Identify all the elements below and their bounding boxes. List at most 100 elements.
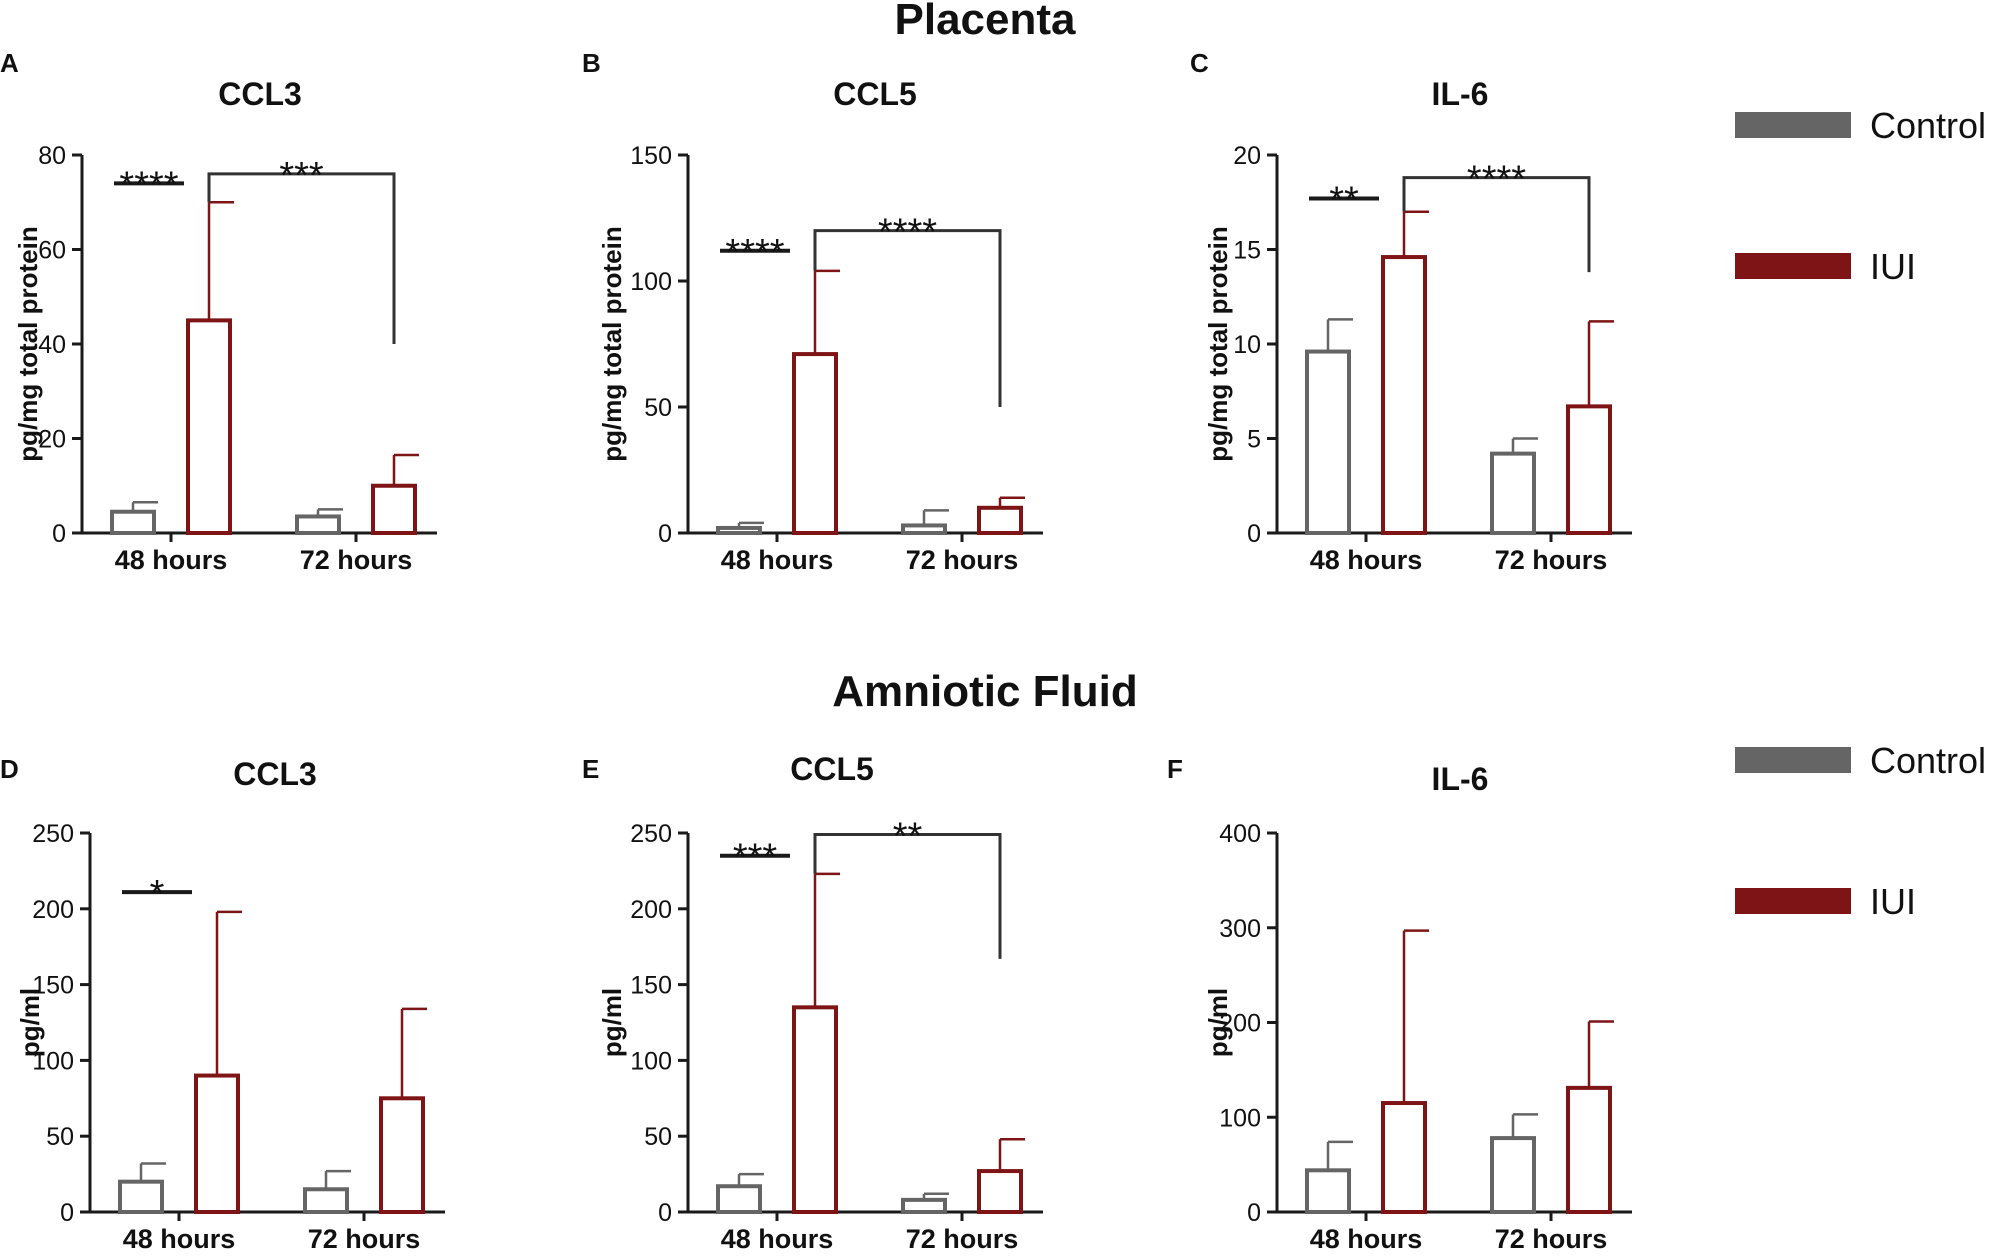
significance-stars: **: [1329, 179, 1359, 221]
y-tick-label: 5: [1247, 426, 1261, 454]
y-tick-label: 100: [1219, 1104, 1261, 1132]
x-tick-label: 48 hours: [123, 1224, 236, 1254]
y-axis-label: pg/mg total protein: [1203, 226, 1233, 461]
significance-stars: *: [150, 873, 165, 915]
significance-bracket: [813, 229, 1002, 407]
bar-iui: [194, 1073, 240, 1215]
panel-d: D CCL3 pg/ml 0 50 100 150 200 250 48 hours 72 hour…: [0, 754, 445, 1254]
panel-letter: B: [582, 48, 601, 78]
significance-stars: **: [893, 816, 923, 858]
y-tick-label: 250: [32, 820, 74, 848]
legend-label-iui: IUI: [1870, 881, 1916, 922]
chart-title: CCL5: [790, 751, 874, 787]
legends: Control IUI Control IUI: [1735, 105, 1986, 922]
bar-iui: [1566, 404, 1612, 535]
x-tick-label: 48 hours: [1310, 545, 1423, 575]
bar-control: [1490, 451, 1536, 535]
y-tick-label: 20: [38, 426, 66, 454]
bar-control: [716, 525, 762, 536]
y-tick-label: 20: [1233, 142, 1261, 170]
y-tick-label: 0: [1247, 520, 1261, 548]
y-tick-label: 150: [630, 142, 672, 170]
bar-iui: [1381, 1101, 1427, 1214]
panel-f: F IL-6 pg/ml 0 100 200 300 400 48 hours 72 hours: [1167, 754, 1632, 1254]
x-tick-label: 72 hours: [308, 1224, 421, 1254]
legend-swatch-control: [1735, 747, 1851, 773]
significance-bracket: [1402, 176, 1591, 273]
significance-stars: ****: [725, 232, 784, 274]
chart-title: IL-6: [1432, 761, 1489, 797]
x-tick-label: 48 hours: [1310, 1224, 1423, 1254]
y-tick-label: 300: [1219, 915, 1261, 943]
legend-swatch-iui: [1735, 253, 1851, 279]
y-tick-label: 0: [1247, 1199, 1261, 1227]
significance-stars: ***: [733, 837, 778, 879]
legend-swatch-control: [1735, 112, 1851, 138]
panel-letter: C: [1190, 48, 1209, 78]
x-tick-label: 72 hours: [1495, 1224, 1608, 1254]
legend-bottom: Control IUI: [1735, 740, 1986, 922]
panel-letter: D: [0, 754, 19, 784]
significance-stars: ***: [279, 155, 324, 197]
significance-stars: ****: [119, 164, 178, 206]
x-tick-label: 48 hours: [115, 545, 228, 575]
chart-title: CCL5: [833, 76, 917, 112]
panel-a: A CCL3 pg/mg total protein 0 20 40 60 80 48 hour…: [0, 48, 437, 575]
y-axis-label: pg/mg total protein: [597, 226, 627, 461]
bar-iui: [371, 483, 417, 535]
legend-label-control: Control: [1870, 105, 1986, 146]
y-axis-label: pg/ml: [1203, 988, 1233, 1057]
panel-c: C IL-6 pg/mg total protein 0 5 10 15 20 48 hours…: [1190, 48, 1632, 575]
panel-b: B CCL5 pg/mg total protein 0 50 100 150 48 hour…: [582, 48, 1043, 575]
bar-iui: [1566, 1085, 1612, 1214]
x-tick-label: 72 hours: [1495, 545, 1608, 575]
bar-control: [295, 514, 341, 536]
bar-control: [1490, 1136, 1536, 1214]
bar-iui: [977, 1169, 1023, 1214]
y-tick-label: 200: [32, 896, 74, 924]
bar-iui: [977, 505, 1023, 535]
x-tick-label: 72 hours: [906, 1224, 1019, 1254]
bar-iui: [792, 352, 838, 535]
y-tick-label: 50: [644, 394, 672, 422]
bar-control: [716, 1184, 762, 1215]
chart-title: CCL3: [218, 76, 302, 112]
panel-letter: A: [0, 48, 19, 78]
x-tick-label: 72 hours: [300, 545, 413, 575]
y-tick-label: 50: [644, 1123, 672, 1151]
bar-iui: [1381, 255, 1427, 535]
y-axis-label: pg/mg total protein: [13, 226, 43, 461]
y-tick-label: 10: [1233, 331, 1261, 359]
x-tick-label: 48 hours: [721, 1224, 834, 1254]
y-axis-label: pg/ml: [15, 988, 45, 1057]
y-tick-label: 0: [60, 1199, 74, 1227]
legend-top: Control IUI: [1735, 105, 1986, 287]
chart-title: IL-6: [1432, 76, 1489, 112]
y-tick-label: 100: [630, 1047, 672, 1075]
significance-bracket: [813, 833, 1002, 959]
y-tick-label: 15: [1233, 237, 1261, 265]
y-tick-label: 200: [630, 896, 672, 924]
y-tick-label: 150: [32, 972, 74, 1000]
bar-iui: [379, 1096, 425, 1215]
bar-control: [901, 523, 947, 536]
y-tick-label: 80: [38, 142, 66, 170]
bar-control: [118, 1179, 164, 1215]
bar-control: [901, 1197, 947, 1214]
y-tick-label: 100: [630, 268, 672, 296]
y-axis-label: pg/ml: [597, 988, 627, 1057]
bar-control: [110, 509, 156, 535]
y-tick-label: 50: [46, 1123, 74, 1151]
legend-label-control: Control: [1870, 740, 1986, 781]
bar-control: [303, 1187, 349, 1215]
x-tick-label: 48 hours: [721, 545, 834, 575]
significance-stars: ****: [1467, 159, 1526, 201]
y-tick-label: 400: [1219, 820, 1261, 848]
significance-stars: ****: [878, 212, 937, 254]
legend-label-iui: IUI: [1870, 246, 1916, 287]
y-tick-label: 0: [658, 520, 672, 548]
section-title-placenta: Placenta: [895, 0, 1077, 44]
bar-iui: [186, 318, 232, 535]
y-tick-label: 200: [1219, 1010, 1261, 1038]
